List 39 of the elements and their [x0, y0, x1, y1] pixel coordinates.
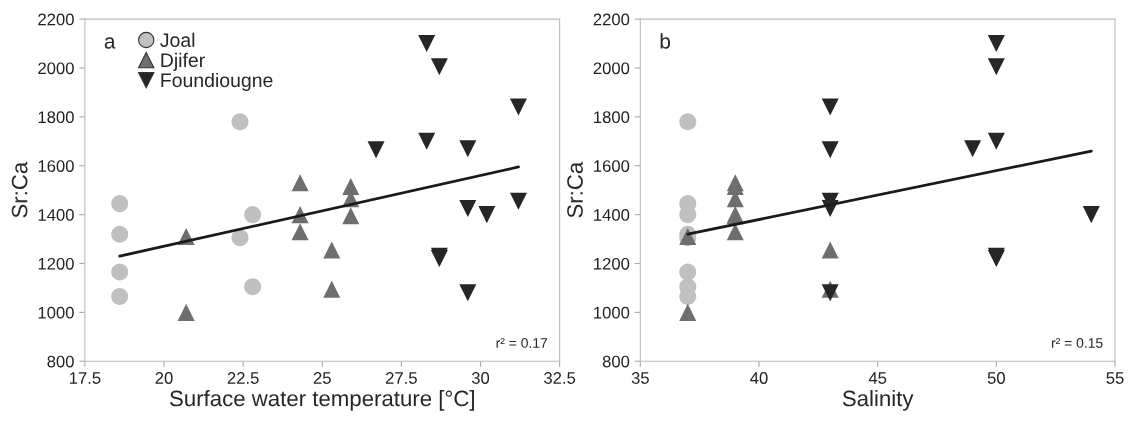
- y-tick-label: 1200: [38, 257, 74, 270]
- y-tick-label: 1000: [594, 306, 630, 319]
- legend-label: Djifer: [161, 52, 205, 71]
- y-tick-label: 800: [47, 355, 74, 368]
- y-tick-label: 1600: [38, 160, 74, 172]
- x-tick-label: 27.5: [385, 372, 417, 384]
- y-axis-title: Sr:Ca: [11, 161, 28, 218]
- annotation: a: [104, 37, 116, 49]
- x-tick-label: 25: [313, 372, 331, 384]
- y-tick-label: 1000: [38, 306, 74, 319]
- x-tick-label: 32.5: [544, 372, 576, 384]
- y-tick-label: 1600: [594, 160, 630, 172]
- legend-label: Foundiougne: [161, 72, 273, 91]
- y-tick-label: 2000: [38, 62, 74, 75]
- annotation: r² = 0.17: [496, 338, 548, 348]
- y-tick-label: 2200: [38, 13, 74, 26]
- legend-label: Joal: [160, 32, 195, 48]
- y-axis-title: Sr:Ca: [567, 161, 583, 218]
- y-tick-label: 1400: [38, 209, 74, 221]
- y-tick-label: 800: [602, 355, 630, 368]
- x-tick-label: 50: [987, 372, 1005, 384]
- x-tick-label: 35: [631, 372, 649, 384]
- y-tick-label: 1200: [594, 257, 630, 270]
- y-tick-label: 1400: [594, 209, 630, 221]
- x-axis-title: Surface water temperature [°C]: [170, 389, 474, 411]
- y-tick-label: 2200: [593, 13, 630, 26]
- y-tick-label: 1800: [38, 111, 74, 124]
- x-tick-label: 55: [1106, 372, 1124, 384]
- x-tick-label: 22.5: [227, 372, 259, 384]
- x-tick-label: 45: [868, 372, 887, 384]
- x-axis-title: Salinity: [842, 389, 914, 411]
- x-tick-label: 20: [155, 372, 173, 384]
- annotation: b: [660, 33, 671, 49]
- x-tick-label: 17.5: [69, 372, 101, 384]
- y-tick-label: 2000: [593, 62, 630, 75]
- x-tick-label: 40: [750, 372, 768, 384]
- y-tick-label: 1800: [594, 111, 630, 124]
- annotation: r² = 0.15: [1051, 338, 1103, 348]
- x-tick-label: 30: [471, 372, 490, 384]
